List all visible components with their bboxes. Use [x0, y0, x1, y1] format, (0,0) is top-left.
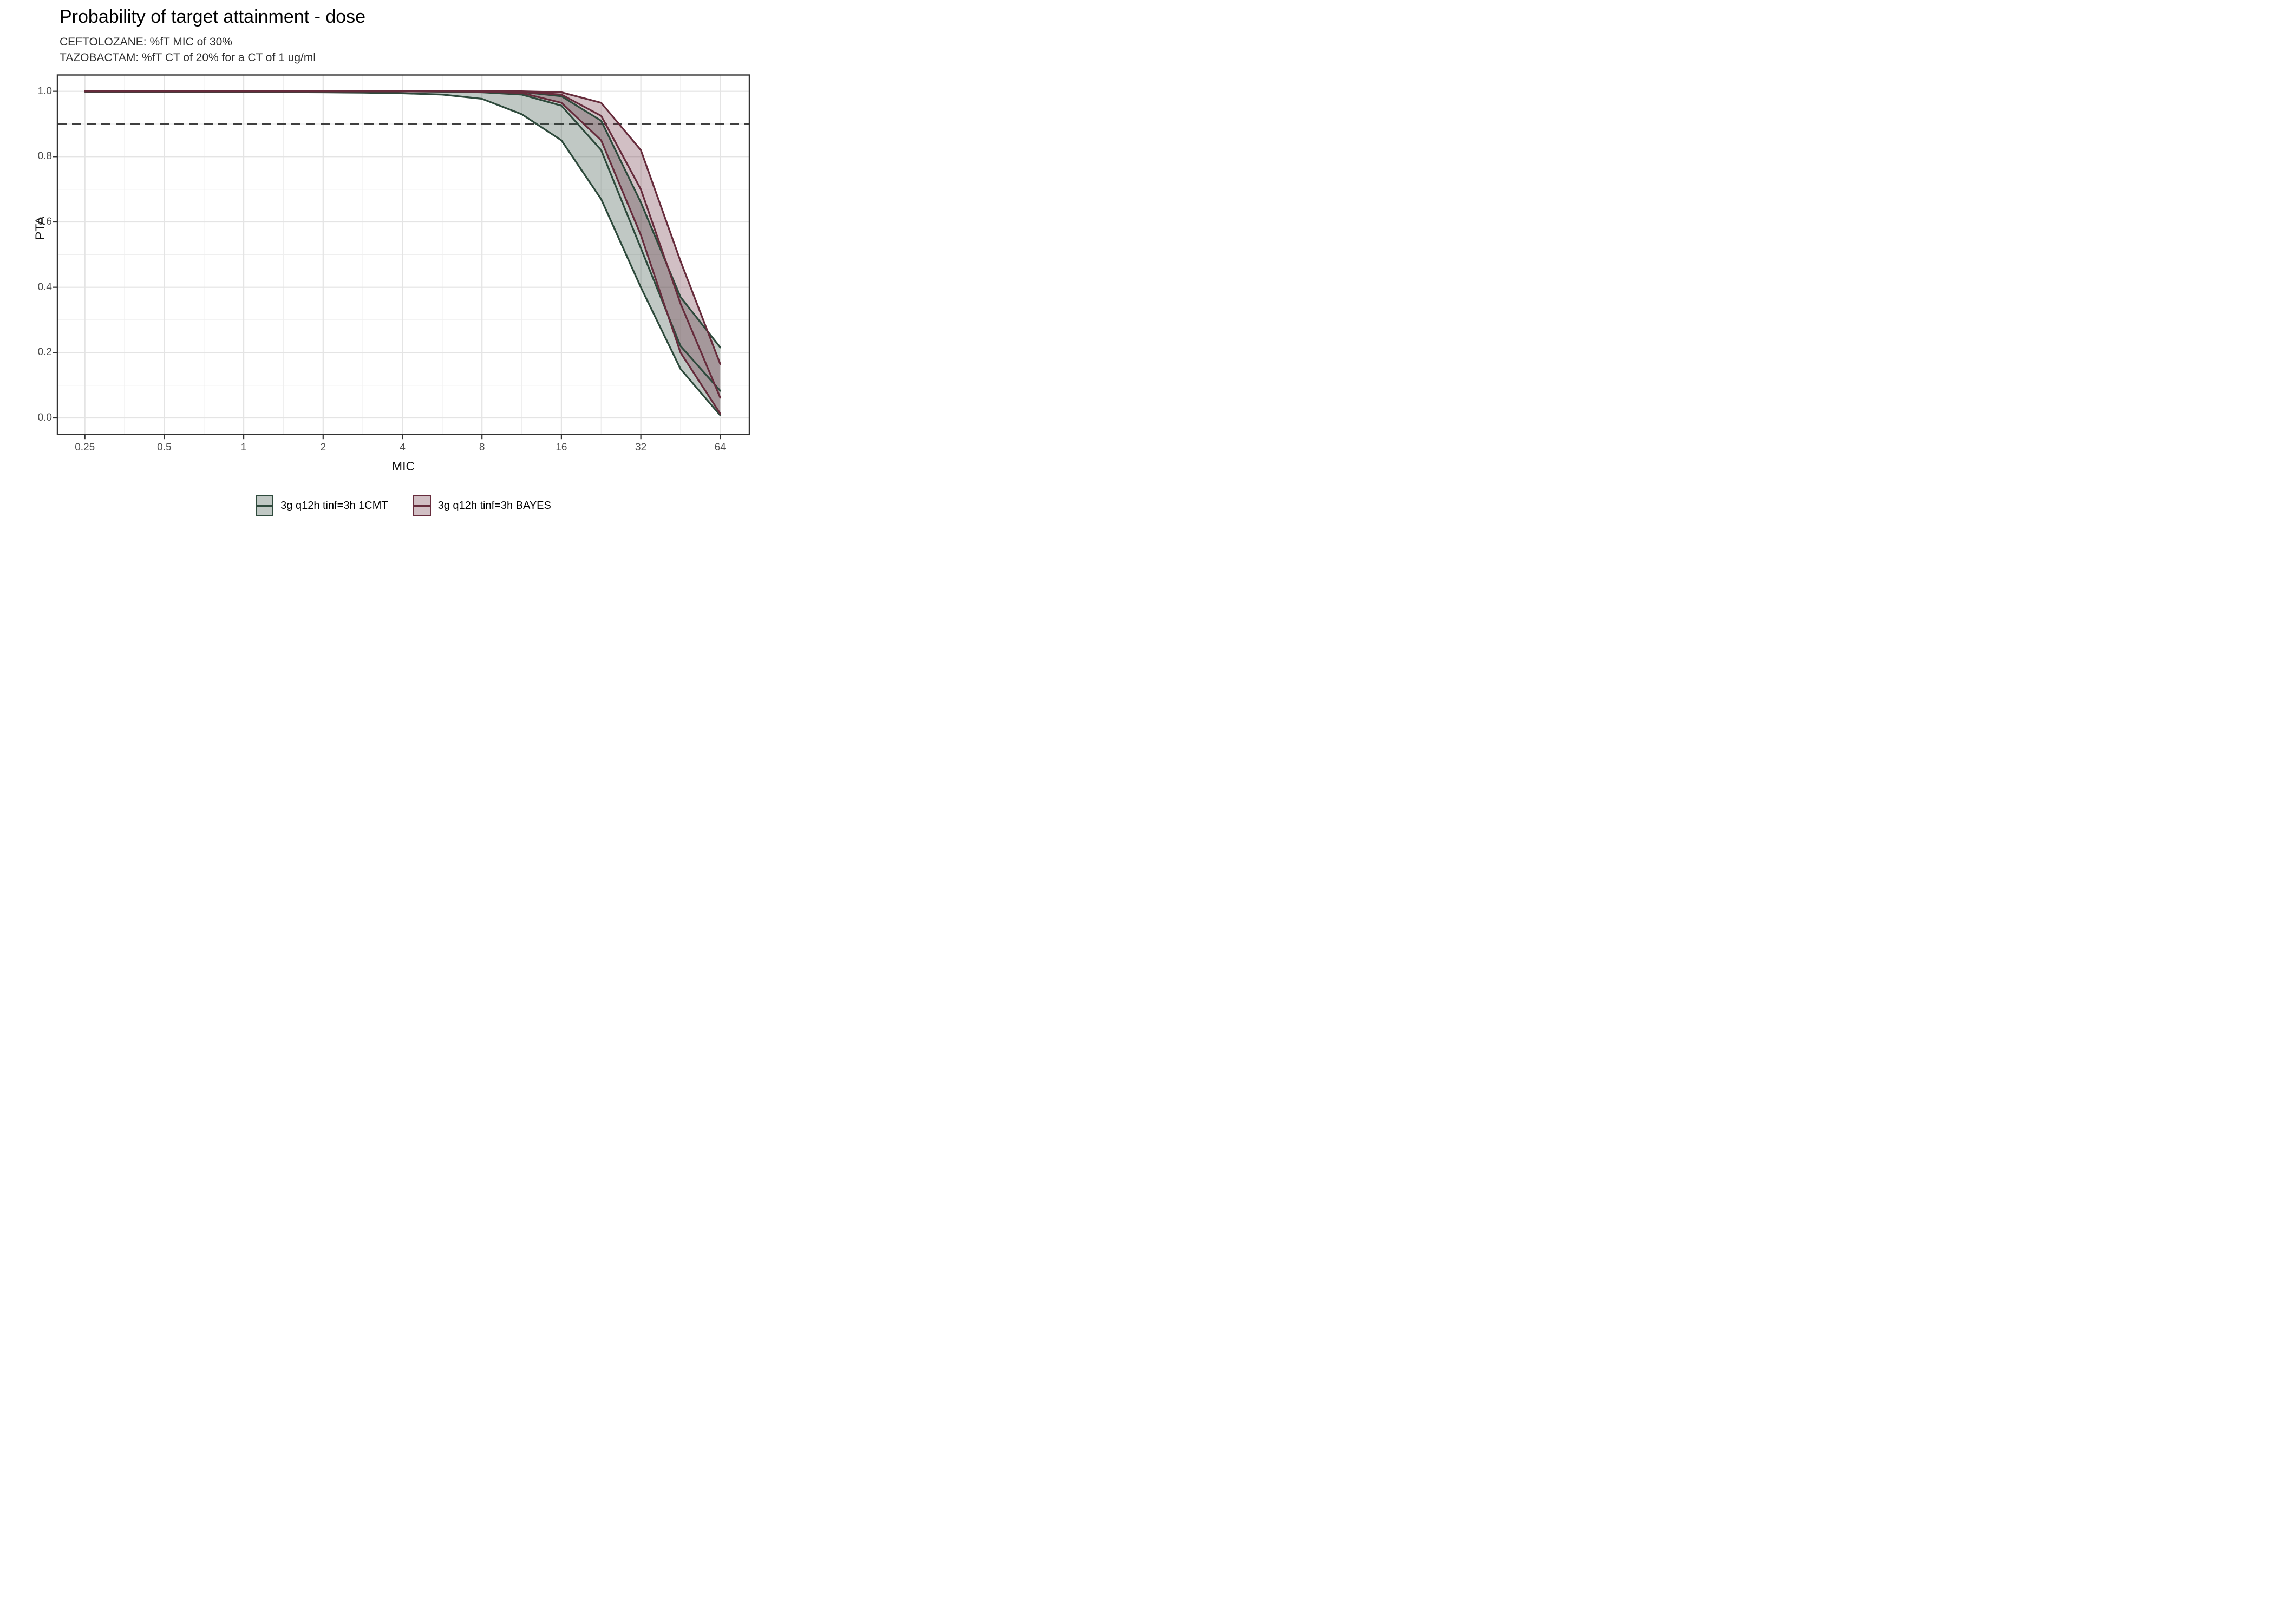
- y-tick-label-0.4: 0.4: [37, 281, 52, 293]
- pta-chart-page: Probability of target attainment - dose …: [0, 0, 758, 541]
- x-axis-label: MIC: [391, 459, 415, 473]
- chart-title: Probability of target attainment - dose: [60, 6, 366, 27]
- y-axis-label: PTA: [32, 216, 47, 240]
- x-tick-label-32: 32: [635, 442, 647, 453]
- x-tick-label-1: 1: [240, 442, 247, 453]
- chart-subtitle-line-1: CEFTOLOZANE: %fT MIC of 30%: [60, 36, 232, 48]
- x-tick-label-0.25: 0.25: [75, 442, 95, 453]
- legend-key-1cmt-swatch: [256, 495, 274, 516]
- legend-key-bayes-line: [413, 505, 430, 507]
- x-tick-label-0.5: 0.5: [157, 442, 172, 453]
- plot-panel: [53, 74, 750, 440]
- legend: 3g q12h tinf=3h 1CMT 3g q12h tinf=3h BAY…: [57, 495, 749, 516]
- plot-area: [0, 0, 758, 544]
- legend-key-bayes-swatch: [413, 495, 431, 516]
- y-tick-label-0.0: 0.0: [37, 412, 52, 423]
- y-tick-label-1.0: 1.0: [37, 85, 52, 97]
- chart-subtitle: CEFTOLOZANE: %fT MIC of 30% TAZOBACTAM: …: [60, 35, 316, 66]
- legend-key-1cmt-line: [256, 505, 273, 507]
- x-tick-label-8: 8: [479, 442, 485, 453]
- legend-label-1cmt: 3g q12h tinf=3h 1CMT: [280, 499, 388, 512]
- x-tick-label-2: 2: [320, 442, 326, 453]
- x-tick-label-16: 16: [556, 442, 567, 453]
- legend-item-bayes: 3g q12h tinf=3h BAYES: [413, 495, 551, 516]
- y-tick-label-0.2: 0.2: [37, 346, 52, 358]
- x-tick-label-4: 4: [400, 442, 406, 453]
- y-tick-label-0.6: 0.6: [37, 216, 52, 227]
- legend-item-1cmt: 3g q12h tinf=3h 1CMT: [256, 495, 388, 516]
- chart-subtitle-line-2: TAZOBACTAM: %fT CT of 20% for a CT of 1 …: [60, 51, 316, 64]
- x-tick-label-64: 64: [714, 442, 726, 453]
- legend-label-bayes: 3g q12h tinf=3h BAYES: [437, 499, 551, 512]
- y-tick-label-0.8: 0.8: [37, 150, 52, 162]
